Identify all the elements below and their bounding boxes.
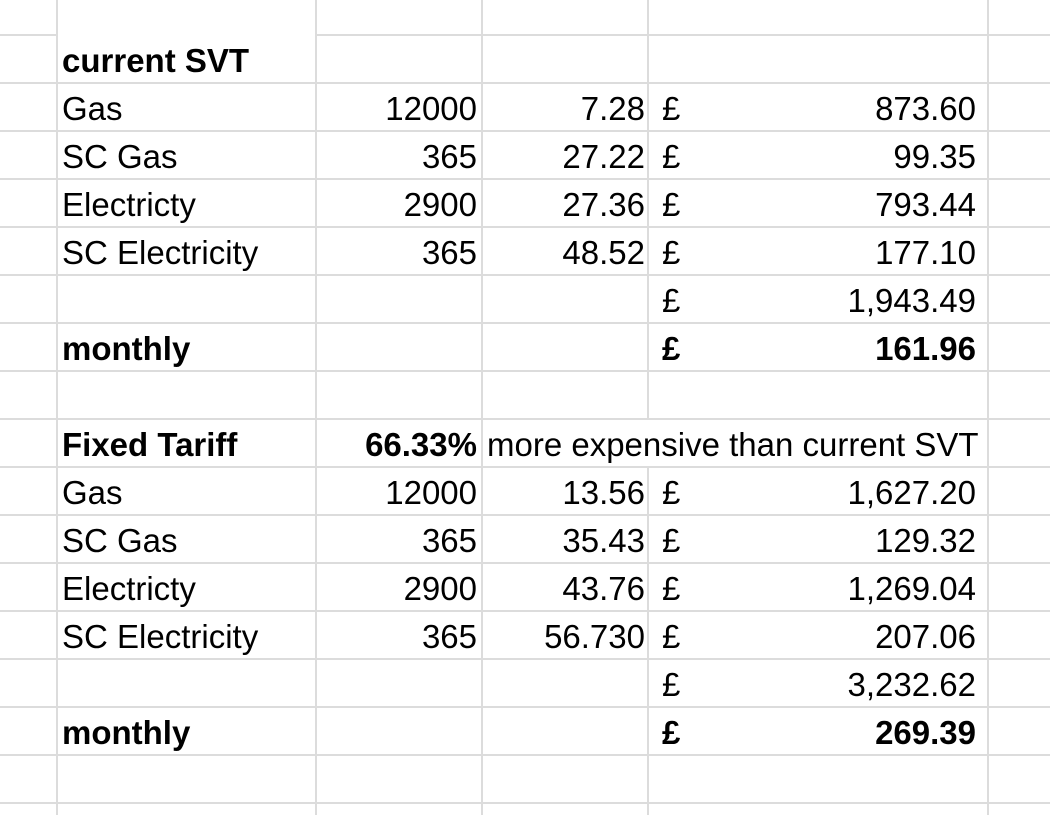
- gridline-row-10: [0, 466, 1050, 468]
- total-amount[interactable]: 1,943.49: [847, 282, 976, 319]
- gridline-row-7: [0, 322, 1050, 324]
- cell-rate[interactable]: 35.43: [562, 522, 645, 559]
- gridline-row-6: [0, 274, 1050, 276]
- cell-rate[interactable]: 56.730: [544, 618, 645, 655]
- cell-amount[interactable]: 1,269.04: [847, 570, 976, 607]
- cell-quantity[interactable]: 2900: [403, 186, 477, 223]
- cell-label[interactable]: Electricty: [62, 570, 196, 607]
- cell-quantity[interactable]: 365: [421, 234, 477, 271]
- cell-amount[interactable]: 873.60: [875, 90, 976, 127]
- section-title-current-svt[interactable]: current SVT: [62, 42, 250, 79]
- comparison-note[interactable]: more expensive than current SVT: [487, 426, 979, 463]
- cell-rate[interactable]: 48.52: [562, 234, 645, 271]
- currency-symbol[interactable]: £: [662, 570, 681, 607]
- gridline-row-13: [0, 610, 1050, 612]
- comparison-percent[interactable]: 66.33%: [365, 426, 477, 463]
- cell-amount[interactable]: 177.10: [875, 234, 976, 271]
- gridline-col-a: [56, 0, 58, 815]
- monthly-label[interactable]: monthly: [62, 714, 191, 751]
- gridline-row-16: [0, 754, 1050, 756]
- cell-quantity[interactable]: 365: [421, 618, 477, 655]
- gridline-col-b: [315, 0, 317, 815]
- gridline-row-2: [0, 82, 1050, 84]
- gridline-row-1-right: [316, 34, 1050, 36]
- cell-label[interactable]: Gas: [62, 90, 123, 127]
- cell-quantity[interactable]: 12000: [385, 90, 477, 127]
- monthly-amount[interactable]: 161.96: [875, 330, 976, 367]
- cell-quantity[interactable]: 365: [421, 138, 477, 175]
- cell-amount[interactable]: 793.44: [875, 186, 976, 223]
- cell-rate[interactable]: 43.76: [562, 570, 645, 607]
- currency-symbol[interactable]: £: [662, 618, 681, 655]
- gridline-col-d-lower: [647, 467, 649, 815]
- monthly-label[interactable]: monthly: [62, 330, 191, 367]
- gridline-row-4: [0, 178, 1050, 180]
- gridline-row-8: [0, 370, 1050, 372]
- currency-symbol[interactable]: £: [662, 186, 681, 223]
- monthly-amount[interactable]: 269.39: [875, 714, 976, 751]
- currency-symbol[interactable]: £: [662, 330, 681, 367]
- cell-label[interactable]: SC Electricity: [62, 234, 259, 271]
- cell-quantity[interactable]: 365: [421, 522, 477, 559]
- gridline-col-d-upper: [647, 0, 649, 419]
- gridline-row-12: [0, 562, 1050, 564]
- gridline-row-1-left: [0, 34, 57, 36]
- cell-label[interactable]: SC Gas: [62, 522, 178, 559]
- gridline-row-5: [0, 226, 1050, 228]
- cell-rate[interactable]: 7.28: [580, 90, 645, 127]
- cell-amount[interactable]: 1,627.20: [847, 474, 976, 511]
- cell-quantity[interactable]: 12000: [385, 474, 477, 511]
- gridline-col-c: [481, 0, 483, 815]
- section-title-fixed-tariff[interactable]: Fixed Tariff: [62, 426, 238, 463]
- cell-rate[interactable]: 13.56: [562, 474, 645, 511]
- gridline-col-e: [987, 0, 989, 815]
- currency-symbol[interactable]: £: [662, 474, 681, 511]
- cell-label[interactable]: SC Electricity: [62, 618, 259, 655]
- currency-symbol[interactable]: £: [662, 714, 681, 751]
- currency-symbol[interactable]: £: [662, 666, 681, 703]
- currency-symbol[interactable]: £: [662, 90, 681, 127]
- cell-rate[interactable]: 27.22: [562, 138, 645, 175]
- gridline-row-3: [0, 130, 1050, 132]
- currency-symbol[interactable]: £: [662, 522, 681, 559]
- cell-rate[interactable]: 27.36: [562, 186, 645, 223]
- gridline-row-15: [0, 706, 1050, 708]
- cell-amount[interactable]: 129.32: [875, 522, 976, 559]
- cell-label[interactable]: SC Gas: [62, 138, 178, 175]
- gridline-row-9: [0, 418, 1050, 420]
- gridline-row-17: [0, 802, 1050, 804]
- cell-amount[interactable]: 99.35: [893, 138, 976, 175]
- currency-symbol[interactable]: £: [662, 138, 681, 175]
- cell-label[interactable]: Electricty: [62, 186, 196, 223]
- cell-label[interactable]: Gas: [62, 474, 123, 511]
- currency-symbol[interactable]: £: [662, 234, 681, 271]
- total-amount[interactable]: 3,232.62: [847, 666, 976, 703]
- cell-amount[interactable]: 207.06: [875, 618, 976, 655]
- currency-symbol[interactable]: £: [662, 282, 681, 319]
- cell-quantity[interactable]: 2900: [403, 570, 477, 607]
- gridline-row-14: [0, 658, 1050, 660]
- gridline-row-11: [0, 514, 1050, 516]
